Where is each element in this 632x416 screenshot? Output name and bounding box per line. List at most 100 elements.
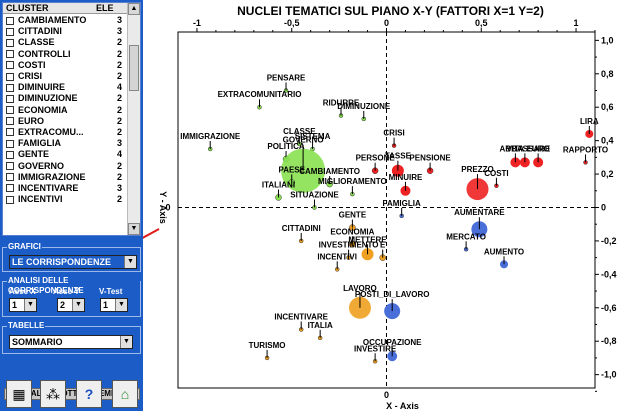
cluster-row[interactable]: DIMINUIRE 4 [3, 82, 126, 93]
cluster-checkbox[interactable] [6, 139, 14, 148]
scroll-thumb[interactable] [129, 45, 139, 91]
point-label: OCCUPAZIONE [363, 338, 422, 347]
asse-x-select[interactable]: 1 ▼ [9, 298, 37, 312]
y-tick-label: -0,6 [601, 303, 617, 313]
cluster-checkbox[interactable] [6, 106, 14, 115]
cluster-ele: 2 [116, 48, 122, 59]
chevron-down-icon[interactable]: ▼ [24, 299, 36, 311]
asse-y-select[interactable]: 2 ▼ [57, 298, 85, 312]
cluster-row[interactable]: CLASSE 2 [3, 37, 126, 48]
cluster-row[interactable]: EURO 2 [3, 116, 126, 127]
cluster-ele: 2 [116, 71, 122, 82]
header-ele[interactable]: ELE [96, 3, 114, 13]
chart-title: NUCLEI TEMATICI SUL PIANO X-Y (FATTORI X… [237, 4, 544, 18]
cluster-ele: 2 [116, 160, 122, 171]
cluster-ele: 2 [116, 104, 122, 115]
cluster-checkbox[interactable] [6, 61, 14, 70]
cluster-table[interactable]: CLUSTER ELE CAMBIAMENTO 3 CITTADINI 3 CLASSE… [2, 2, 141, 236]
cluster-name: EURO [18, 115, 45, 126]
point-label: GOVERNO [283, 136, 324, 145]
cluster-checkbox[interactable] [6, 16, 14, 25]
point-label: EURO [527, 144, 550, 153]
cluster-table-header: CLUSTER ELE [3, 3, 140, 14]
cluster-ele: 2 [116, 171, 122, 182]
point-label: PAESE [278, 165, 305, 174]
cluster-row[interactable]: INCENTIVARE 3 [3, 183, 126, 194]
x-tick-label: -0,5 [284, 18, 300, 28]
cluster-row[interactable]: COSTI 2 [3, 60, 126, 71]
cluster-checkbox[interactable] [6, 83, 14, 92]
cluster-scrollbar[interactable]: ▲ ▼ [127, 3, 140, 235]
scroll-down-icon[interactable]: ▼ [128, 223, 140, 235]
cluster-row[interactable]: FAMIGLIA 3 [3, 138, 126, 149]
point-label: EXTRACOMUNITARIO [218, 90, 302, 99]
network-icon[interactable]: ⁂ [40, 380, 66, 408]
cluster-name: IMMIGRAZIONE [18, 171, 86, 182]
point-label: LAVORO [343, 284, 377, 293]
asse-y-label: Asse Y [53, 287, 80, 296]
point-label: E [380, 241, 386, 250]
cluster-checkbox[interactable] [6, 162, 14, 171]
grafici-value: LE CORRISPONDENZE [12, 257, 112, 267]
scroll-up-icon[interactable]: ▲ [128, 3, 140, 15]
cluster-row[interactable]: IMMIGRAZIONE 2 [3, 172, 126, 183]
cluster-row[interactable]: CITTADINI 3 [3, 26, 126, 37]
cluster-row[interactable]: EXTRACOMU... 2 [3, 127, 126, 138]
x-tick-label: 1 [574, 18, 579, 28]
cluster-row[interactable]: GOVERNO 2 [3, 160, 126, 171]
grafici-title: GRAFICI [7, 242, 42, 252]
point-label: POLITICA [267, 142, 305, 151]
cluster-checkbox[interactable] [6, 184, 14, 193]
cluster-ele: 2 [116, 115, 122, 126]
y-tick-label: 1,0 [601, 35, 614, 45]
calculator-icon[interactable]: ▦ [6, 380, 32, 408]
vtest-select[interactable]: 1 ▼ [100, 298, 128, 312]
cluster-name: CONTROLLI [18, 48, 71, 59]
help-icon[interactable]: ? [76, 380, 102, 408]
cluster-name: GOVERNO [18, 160, 65, 171]
point-label: MERCATO [446, 232, 486, 241]
cluster-checkbox[interactable] [6, 128, 14, 137]
cluster-list: CAMBIAMENTO 3 CITTADINI 3 CLASSE 2 CONTROLLI 2 C… [3, 15, 126, 205]
cluster-row[interactable]: CONTROLLI 2 [3, 49, 126, 60]
y-tick-label: -0,2 [601, 236, 617, 246]
cluster-name: EXTRACOMU... [18, 126, 84, 137]
cluster-row[interactable]: DIMINUZIONE 2 [3, 93, 126, 104]
point-label: AUMENTO [484, 247, 524, 256]
bottom-zero-label: 0 [384, 390, 389, 400]
cluster-row[interactable]: CRISI 2 [3, 71, 126, 82]
cluster-checkbox[interactable] [6, 173, 14, 182]
cluster-checkbox[interactable] [6, 150, 14, 159]
grafici-select[interactable]: LE CORRISPONDENZE ▼ [9, 255, 137, 269]
point-label: INCENTIVARE [274, 313, 328, 322]
chevron-down-icon[interactable]: ▼ [120, 336, 132, 348]
cluster-checkbox[interactable] [6, 38, 14, 47]
chevron-down-icon[interactable]: ▼ [115, 299, 127, 311]
cluster-checkbox[interactable] [6, 72, 14, 81]
cluster-checkbox[interactable] [6, 117, 14, 126]
chevron-down-icon[interactable]: ▼ [124, 256, 136, 268]
tabelle-select[interactable]: SOMMARIO ▼ [9, 335, 133, 349]
chart-svg: NUCLEI TEMATICI SUL PIANO X-Y (FATTORI X… [112, 4, 617, 411]
cluster-ele: 3 [116, 15, 122, 26]
cluster-checkbox[interactable] [6, 27, 14, 36]
cluster-row[interactable]: ECONOMIA 2 [3, 105, 126, 116]
chevron-down-icon[interactable]: ▼ [72, 299, 84, 311]
cluster-row[interactable]: INCENTIVI 2 [3, 194, 126, 205]
cluster-checkbox[interactable] [6, 94, 14, 103]
cluster-checkbox[interactable] [6, 195, 14, 204]
cluster-name: INCENTIVI [18, 194, 63, 205]
y-tick-label: 0,2 [601, 169, 614, 179]
cluster-row[interactable]: CAMBIAMENTO 3 [3, 15, 126, 26]
cluster-checkbox[interactable] [6, 50, 14, 59]
point-label: INVESTIMENTO [319, 241, 379, 250]
point-label: RIDURRE [323, 99, 360, 108]
home-exit-icon[interactable]: ⌂ [112, 380, 138, 408]
y-tick-label: 0,6 [601, 102, 614, 112]
point-label: PENSARE [267, 73, 306, 82]
header-cluster[interactable]: CLUSTER [6, 3, 49, 13]
altri-sottoinsiemi-button[interactable]: ALTRI SOTTOINSIEMI [4, 388, 140, 400]
asse-x-value: 1 [12, 300, 18, 310]
cluster-row[interactable]: GENTE 4 [3, 149, 126, 160]
point-label: CRISI [383, 129, 404, 138]
